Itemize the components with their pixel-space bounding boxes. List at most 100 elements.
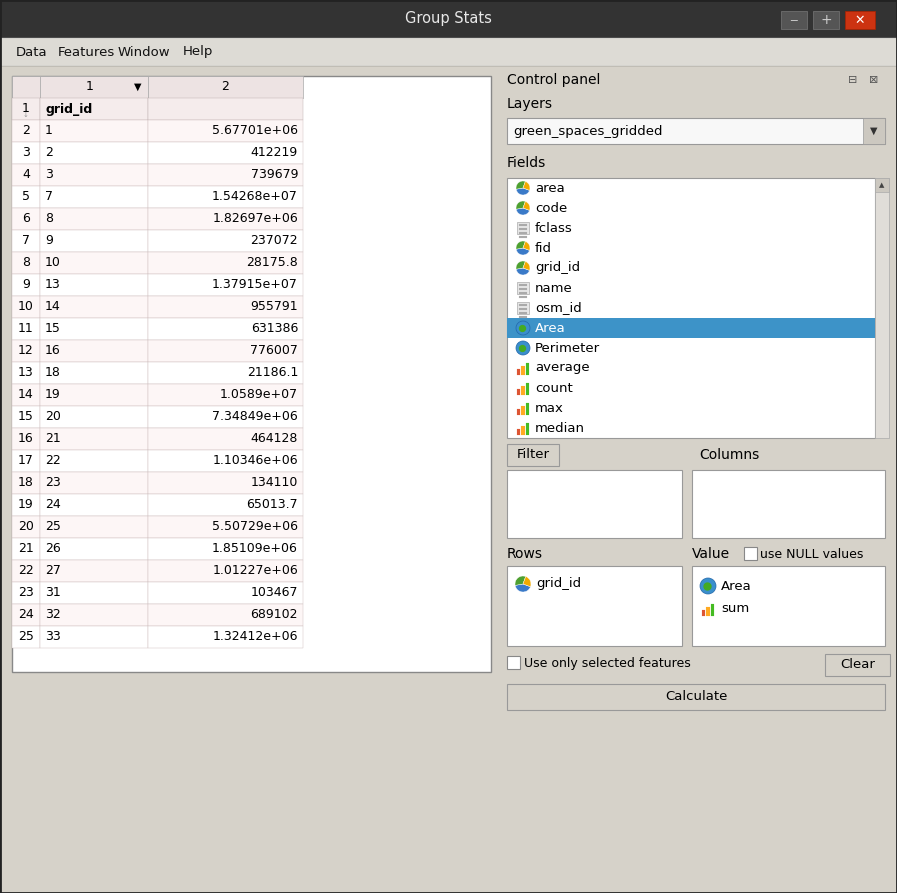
Bar [12,516,40,538]
Bar [526,383,529,395]
Bar [148,120,303,142]
Text: grid_id: grid_id [536,578,581,590]
Bar [12,318,40,340]
Bar [519,228,527,230]
Bar [148,428,303,450]
Bar [148,274,303,296]
Text: ▲: ▲ [879,182,884,188]
Bar [0,38,897,66]
Text: 21: 21 [18,543,34,555]
Text: average: average [535,362,589,374]
Text: 25: 25 [45,521,61,533]
Bar [519,308,527,310]
Bar [12,428,40,450]
Text: 8: 8 [22,256,30,270]
Text: 16: 16 [45,345,61,357]
Text: 5: 5 [22,190,30,204]
Text: 12: 12 [18,345,34,357]
Bar [12,98,40,120]
Text: 2: 2 [22,124,30,138]
Bar [813,11,839,29]
Text: 23: 23 [45,477,61,489]
Bar [148,450,303,472]
Circle shape [703,582,711,590]
Text: 14: 14 [18,388,34,402]
Text: 1.0589e+07: 1.0589e+07 [220,388,298,402]
Bar [12,582,40,604]
Bar [521,386,525,395]
Bar [521,366,525,375]
Circle shape [518,345,527,352]
Bar [526,423,529,435]
Text: Rows: Rows [507,547,543,561]
Text: 31: 31 [45,587,61,599]
Text: 28175.8: 28175.8 [247,256,298,270]
Text: 5.67701e+06: 5.67701e+06 [212,124,298,138]
Bar [12,186,40,208]
Bar [40,274,148,296]
Bar [507,118,885,144]
Text: max: max [535,402,564,414]
Wedge shape [523,262,530,271]
Bar [40,230,148,252]
Text: Filter: Filter [517,448,550,462]
Bar [519,232,527,233]
Bar [517,429,520,435]
Bar [40,384,148,406]
Text: 17: 17 [18,455,34,468]
Bar [519,292,527,294]
Bar [40,186,148,208]
Bar [148,604,303,626]
Text: 237072: 237072 [250,235,298,247]
Bar [517,222,529,234]
Text: ▼: ▼ [134,82,142,92]
Text: Group Stats: Group Stats [405,12,492,27]
Text: 5.50729e+06: 5.50729e+06 [212,521,298,533]
Wedge shape [515,576,526,586]
Text: Help: Help [183,46,213,59]
Bar [12,560,40,582]
Circle shape [516,341,530,355]
Bar [706,607,710,616]
Text: fid: fid [535,241,552,255]
Text: Control panel: Control panel [507,73,600,87]
Text: 739679: 739679 [250,169,298,181]
Bar [710,604,714,616]
Text: 10: 10 [45,256,61,270]
Bar [148,494,303,516]
Text: 8: 8 [45,213,53,226]
Text: 22: 22 [18,564,34,578]
Bar [517,302,529,314]
Bar [40,252,148,274]
Bar [507,684,885,710]
Text: 631386: 631386 [250,322,298,336]
Text: green_spaces_gridded: green_spaces_gridded [513,124,663,138]
Text: count: count [535,381,573,395]
Text: Window: Window [118,46,170,59]
Bar [12,494,40,516]
Text: 20: 20 [45,411,61,423]
Text: 10: 10 [18,301,34,313]
Bar [519,236,527,238]
Bar [148,98,303,120]
Text: ─: ─ [790,15,797,25]
Text: 464128: 464128 [250,432,298,446]
Text: 1.01227e+06: 1.01227e+06 [213,564,298,578]
Bar [40,560,148,582]
Bar [148,252,303,274]
Text: 23: 23 [18,587,34,599]
Text: 21: 21 [45,432,61,446]
Bar [519,288,527,289]
Bar [0,0,897,38]
Text: 15: 15 [18,411,34,423]
Text: 1: 1 [86,80,94,94]
Bar [148,186,303,208]
Bar [148,318,303,340]
Bar [12,252,40,274]
Text: 21186.1: 21186.1 [247,366,298,380]
Bar [40,538,148,560]
Bar [12,230,40,252]
Text: sum: sum [721,602,749,614]
Wedge shape [516,268,529,275]
Bar [12,384,40,406]
